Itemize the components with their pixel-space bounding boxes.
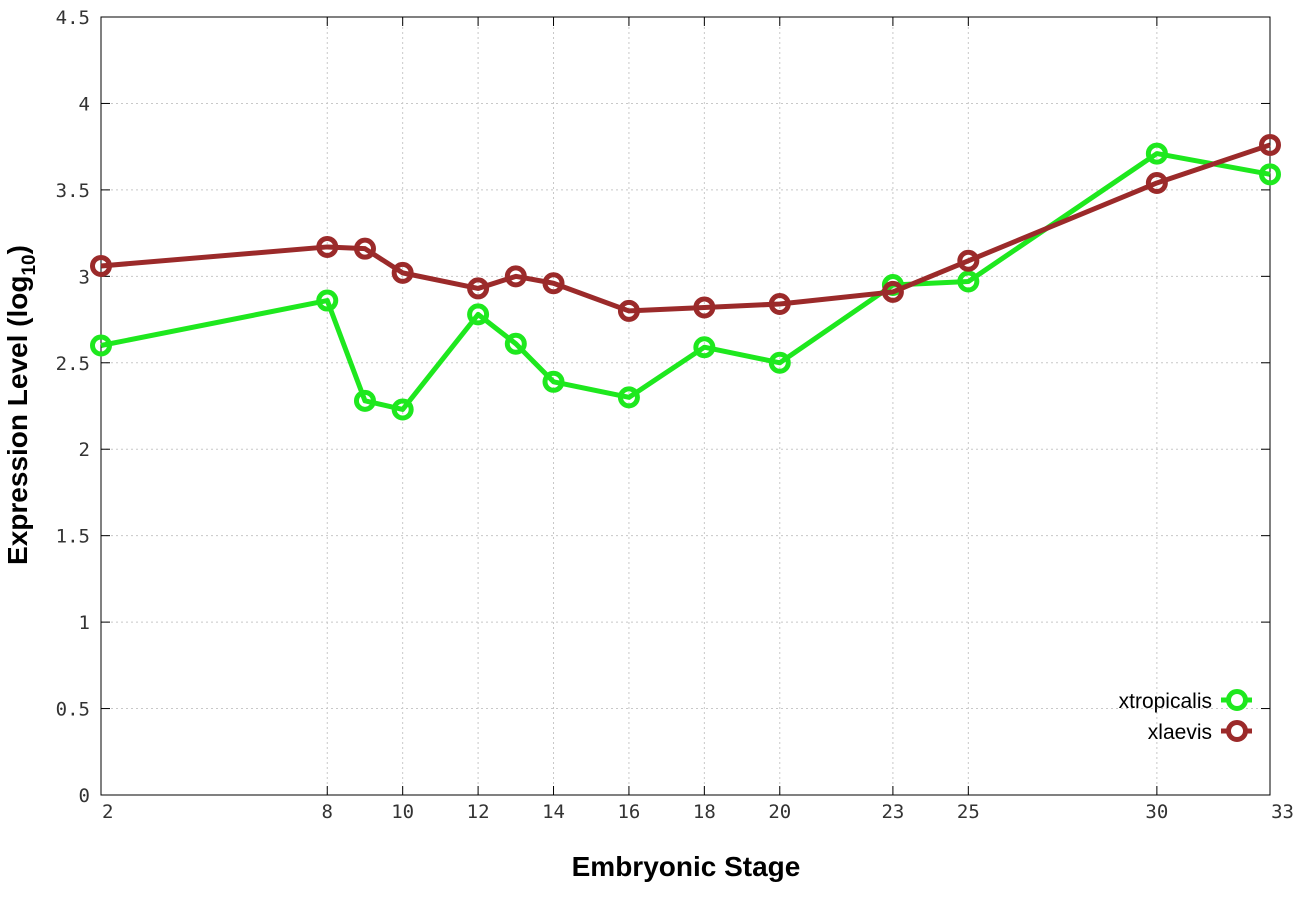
x-tick-label: 20 [768,801,791,823]
y-axis-title-close: ) [2,245,33,254]
legend-label-xtropicalis: xtropicalis [1119,690,1212,713]
legend-sample-marker-xlaevis [1226,720,1248,742]
data-point-xtropicalis [542,370,565,393]
plot-frame [100,16,1271,796]
data-point-xlaevis [617,299,640,322]
legend: xtropicalis xlaevis [1119,689,1252,744]
y-tick-label: 4.5 [56,7,90,29]
data-point-xlaevis [542,272,565,295]
y-axis-title-main: Expression Level (log [2,276,33,565]
x-tick-label: 12 [467,801,490,823]
data-point-xtropicalis [1145,142,1168,165]
data-point-xlaevis [693,296,716,319]
data-point-xlaevis [957,249,980,272]
data-point-xlaevis [316,235,339,258]
axis-ticks: 0 0.5 1 1.5 2 2.5 3 3.5 4 4.5 2 8 10 12 14 16 18 20 23 25 30… [56,7,1294,823]
x-tick-label: 8 [322,801,333,823]
x-tick-label: 14 [542,801,565,823]
data-point-xtropicalis [957,270,980,293]
data-point-xtropicalis [391,398,414,421]
data-point-xlaevis [504,265,527,288]
legend-label-xlaevis: xlaevis [1148,721,1212,744]
x-tick-label: 23 [881,801,904,823]
y-tick-label: 2.5 [56,353,90,375]
grid [101,17,1270,795]
y-tick-label: 1 [79,612,90,634]
data-point-xlaevis [391,261,414,284]
data-point-xtropicalis [353,389,376,412]
data-point-xtropicalis [316,289,339,312]
y-axis-title: Expression Level (log10) [2,245,40,565]
data-point-xtropicalis [504,332,527,355]
x-tick-label: 25 [957,801,980,823]
data-point-xlaevis [353,237,376,260]
series [90,133,1281,421]
x-axis-title: Embryonic Stage [572,851,801,882]
x-tick-label: 30 [1145,801,1168,823]
data-point-xtropicalis [1259,163,1281,186]
data-point-xlaevis [1259,133,1281,156]
x-tick-label: 16 [617,801,640,823]
data-point-xtropicalis [693,336,716,359]
series-line-xlaevis [100,142,1271,314]
y-tick-label: 3 [79,266,90,288]
data-point-xtropicalis [90,334,112,357]
y-tick-label: 0 [79,785,90,807]
x-tick-label: 18 [693,801,716,823]
x-tick-label: 2 [102,801,113,823]
data-point-xlaevis [881,280,904,303]
data-point-xtropicalis [768,351,791,374]
data-point-xtropicalis [467,303,490,326]
x-tick-label: 33 [1271,801,1294,823]
x-tick-label: 10 [391,801,414,823]
y-tick-label: 3.5 [56,180,90,202]
data-point-xlaevis [768,292,791,315]
series-line-xtropicalis [100,151,1271,412]
legend-sample-marker-xtropicalis [1226,689,1248,711]
y-tick-label: 2 [79,439,90,461]
data-point-xlaevis [1145,171,1168,194]
data-point-xlaevis [467,277,490,300]
y-tick-label: 1.5 [56,526,90,548]
data-point-xtropicalis [617,386,640,409]
data-point-xlaevis [90,254,112,277]
y-axis-title-subscript: 10 [19,254,40,275]
y-tick-label: 4 [79,93,90,115]
y-tick-label: 0.5 [56,699,90,721]
